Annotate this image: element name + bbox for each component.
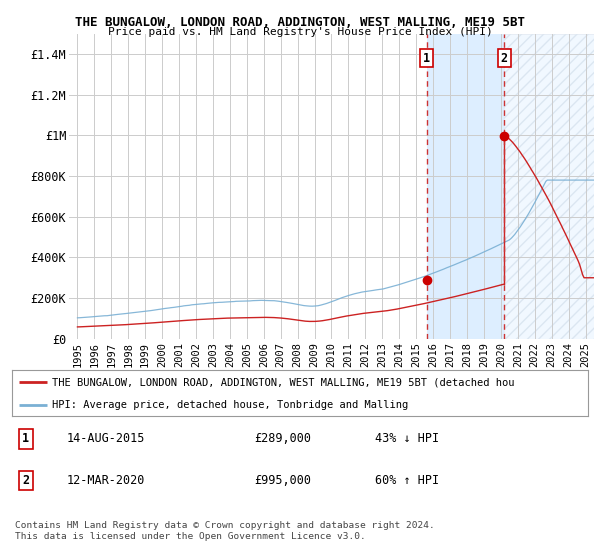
Bar — [427, 34, 504, 339]
Text: THE BUNGALOW, LONDON ROAD, ADDINGTON, WEST MALLING, ME19 5BT: THE BUNGALOW, LONDON ROAD, ADDINGTON, WE… — [75, 16, 525, 29]
Text: Contains HM Land Registry data © Crown copyright and database right 2024.: Contains HM Land Registry data © Crown c… — [15, 521, 435, 530]
Text: THE BUNGALOW, LONDON ROAD, ADDINGTON, WEST MALLING, ME19 5BT (detached hou: THE BUNGALOW, LONDON ROAD, ADDINGTON, WE… — [52, 377, 515, 388]
Text: 2: 2 — [500, 52, 508, 64]
Text: 43% ↓ HPI: 43% ↓ HPI — [375, 432, 439, 445]
Text: This data is licensed under the Open Government Licence v3.0.: This data is licensed under the Open Gov… — [15, 532, 366, 541]
Text: 1: 1 — [22, 432, 29, 445]
Text: 1: 1 — [423, 52, 430, 64]
Bar — [504, 34, 594, 339]
Text: 2: 2 — [22, 474, 29, 487]
Text: 60% ↑ HPI: 60% ↑ HPI — [375, 474, 439, 487]
Text: 14-AUG-2015: 14-AUG-2015 — [67, 432, 145, 445]
Text: 12-MAR-2020: 12-MAR-2020 — [67, 474, 145, 487]
Text: £995,000: £995,000 — [254, 474, 311, 487]
Text: HPI: Average price, detached house, Tonbridge and Malling: HPI: Average price, detached house, Tonb… — [52, 400, 409, 410]
Text: Price paid vs. HM Land Registry's House Price Index (HPI): Price paid vs. HM Land Registry's House … — [107, 27, 493, 37]
Text: £289,000: £289,000 — [254, 432, 311, 445]
